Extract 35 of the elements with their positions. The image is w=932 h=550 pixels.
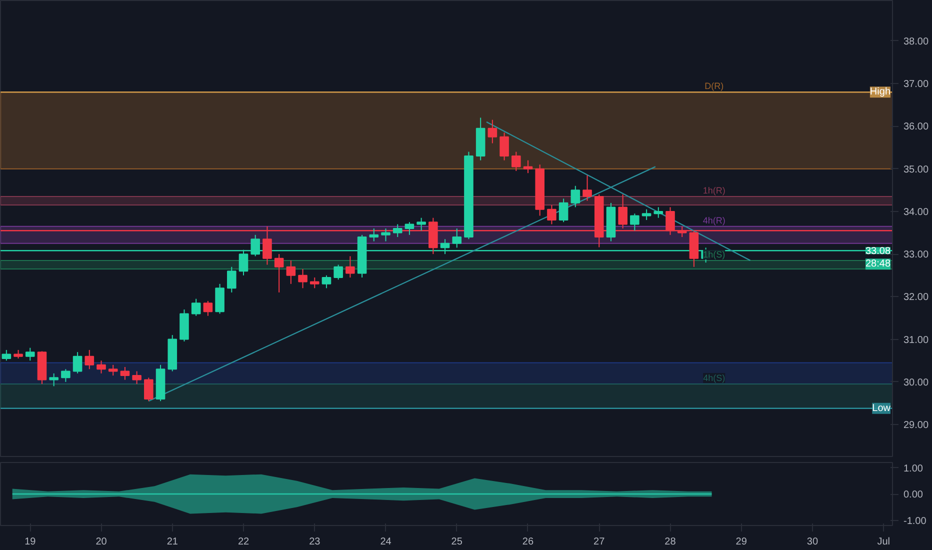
y-tick-label: 0.00 — [904, 490, 924, 500]
x-tick-label: 29 — [736, 536, 748, 548]
y-tick-label: 33.00 — [904, 250, 929, 261]
ref-line-label: High — [870, 86, 891, 98]
y-tick-label: -1.00 — [904, 516, 927, 527]
y-tick-label: 32.00 — [904, 292, 929, 304]
band-label: 1h(S) — [703, 249, 726, 260]
band-label: 4h(R) — [702, 215, 726, 226]
y-tick-label: 29.00 — [904, 420, 929, 432]
x-tick-label: 26 — [522, 536, 534, 548]
x-tick-label: 19 — [24, 536, 36, 548]
x-tick-label: 30 — [806, 536, 818, 548]
x-tick-label: 20 — [96, 536, 108, 548]
y-tick-label: 38.00 — [904, 36, 929, 48]
x-tick-label: 25 — [451, 536, 463, 548]
x-tick-label: 21 — [166, 536, 178, 548]
y-tick-label: 36.00 — [904, 122, 929, 133]
y-tick-label: 1.00 — [904, 463, 924, 474]
x-tick-label: Jul — [877, 536, 890, 548]
band-label: 1h(R) — [702, 186, 726, 196]
x-tick-label: 27 — [594, 536, 606, 548]
x-tick-label: 24 — [380, 536, 392, 548]
y-tick-label: 31.00 — [904, 334, 929, 346]
band-label: D(R) — [704, 81, 724, 92]
x-tick-label: 28 — [664, 536, 676, 548]
y-tick-label: 34.00 — [904, 206, 929, 218]
x-tick-label: 22 — [238, 536, 250, 548]
ref-line-label: 33.08 — [865, 246, 891, 258]
y-tick-label: 37.00 — [904, 79, 929, 90]
band-label: 4h(S) — [703, 373, 726, 384]
y-tick-label: 35.00 — [904, 164, 929, 176]
x-tick-label: 23 — [309, 536, 321, 548]
annotation: 28:48 — [865, 258, 891, 270]
ref-line-label: Low — [872, 402, 892, 414]
y-tick-label: 30.00 — [904, 377, 929, 388]
